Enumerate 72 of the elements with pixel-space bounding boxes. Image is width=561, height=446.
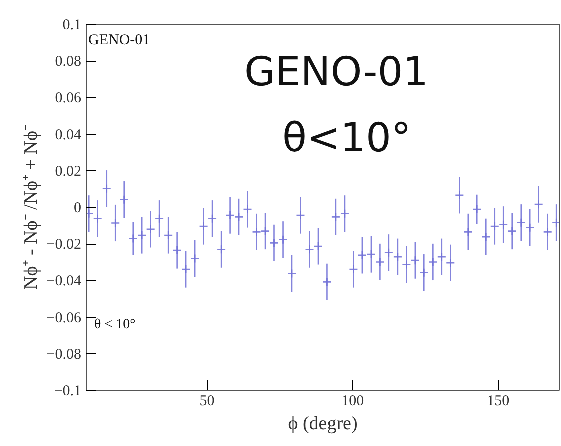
point	[120, 195, 129, 204]
point	[216, 244, 226, 254]
point	[516, 218, 526, 228]
point	[472, 204, 482, 214]
point	[190, 254, 200, 264]
point	[384, 248, 394, 258]
point	[508, 226, 517, 236]
point	[164, 230, 174, 240]
point	[349, 264, 358, 274]
point	[270, 238, 279, 248]
point	[305, 244, 314, 254]
point	[534, 200, 544, 210]
y-tick-label: 0	[74, 200, 82, 216]
y-tick-label: 0.06	[55, 90, 82, 107]
y-tick-label: −0.08	[46, 346, 82, 363]
point	[110, 218, 120, 228]
point	[482, 232, 491, 242]
point	[93, 214, 102, 224]
point	[243, 204, 252, 214]
point	[146, 224, 156, 234]
annotation: θ<10°	[282, 116, 412, 162]
y-tick-label: 0.1	[62, 18, 82, 34]
point	[226, 210, 235, 220]
point	[287, 269, 297, 278]
point	[252, 228, 262, 237]
point	[296, 210, 306, 220]
y-tick-label: −0.06	[46, 310, 82, 326]
point	[128, 234, 138, 244]
point	[278, 235, 288, 245]
point	[208, 214, 218, 224]
point	[358, 250, 368, 260]
point	[498, 220, 508, 230]
point	[199, 222, 208, 232]
point	[410, 256, 420, 266]
point	[464, 228, 474, 237]
x-tick-label: 50	[200, 394, 215, 410]
point	[393, 252, 403, 262]
y-tick-label: 0.08	[55, 54, 82, 70]
y-tick-label: −0.04	[46, 274, 82, 290]
x-tick-label: 100	[342, 394, 364, 410]
y-tick-label: −0.1	[54, 384, 82, 400]
point	[314, 242, 324, 252]
point	[490, 222, 500, 232]
point	[366, 250, 376, 260]
point	[402, 260, 412, 270]
point	[428, 258, 438, 267]
annotation: GENO-01	[88, 32, 150, 48]
y-tick-label: −0.02	[46, 237, 82, 254]
point	[234, 212, 244, 222]
annotation: θ < 10°	[94, 318, 136, 332]
x-axis-title: ϕ (degre)	[288, 414, 358, 434]
point	[376, 258, 385, 267]
y-tick-label: 0.02	[55, 164, 82, 180]
x-tick-label: 150	[487, 394, 510, 410]
annotation: GENO-01	[244, 50, 429, 96]
point	[260, 226, 270, 236]
point	[455, 190, 464, 200]
point	[154, 214, 164, 224]
point	[543, 228, 553, 237]
y-axis-title: Nϕ⁺ - Nϕ⁻ /Nϕ⁺ + Nϕ⁻	[20, 125, 42, 290]
point	[322, 278, 332, 287]
point	[102, 184, 112, 194]
point	[446, 258, 456, 268]
point	[437, 252, 447, 262]
point	[340, 209, 350, 219]
point	[181, 264, 191, 274]
point	[172, 246, 182, 256]
y-tick-label: 0.04	[55, 127, 82, 144]
point	[137, 230, 147, 240]
point	[420, 268, 429, 278]
point	[525, 223, 535, 232]
point	[331, 212, 341, 222]
